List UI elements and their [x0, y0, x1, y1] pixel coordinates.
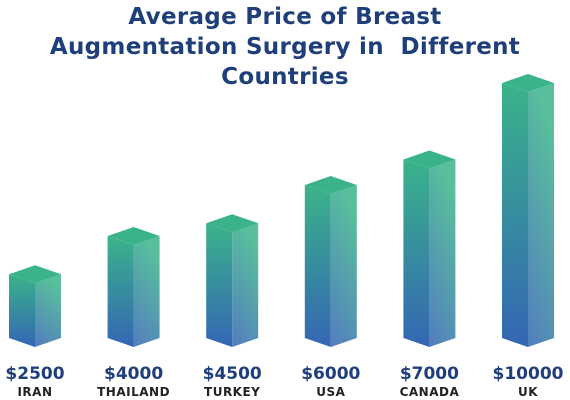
bar-top-face: [9, 265, 61, 284]
bar-right-face: [232, 223, 259, 347]
value-label: $7000: [400, 364, 459, 384]
bar-top-face: [403, 150, 456, 169]
value-label: $4500: [203, 364, 262, 384]
bar-left-face: [206, 223, 233, 347]
bar-right-face: [528, 83, 554, 347]
chart-title: Average Price of Breast Augmentation Sur…: [49, 4, 529, 90]
bar-left-face: [9, 274, 35, 347]
bar-top-face: [502, 74, 554, 92]
bar-right-face: [330, 185, 357, 347]
bar-left-face: [502, 83, 528, 347]
bar-left-face: [403, 159, 430, 347]
bar: [107, 227, 160, 347]
bar-left-face: [107, 236, 134, 347]
bar-top-face: [304, 176, 357, 194]
bar-right-face: [133, 236, 160, 347]
x-tick-label: UK: [518, 385, 538, 399]
x-tick-label: TURKEY: [204, 385, 260, 399]
x-tick-label: CANADA: [400, 385, 460, 399]
bar-right-face: [429, 159, 456, 347]
bar: [304, 176, 357, 347]
value-label: $6000: [301, 364, 360, 384]
value-label: $10000: [493, 364, 564, 384]
x-tick-label: IRAN: [17, 385, 52, 399]
bar-top-face: [206, 214, 259, 233]
bar: [502, 74, 554, 347]
bar-top-face: [107, 227, 160, 245]
x-tick-label: USA: [316, 385, 345, 399]
bar-left-face: [304, 185, 331, 347]
x-tick-label: THAILAND: [97, 385, 170, 399]
bar: [403, 150, 456, 347]
bar: [9, 265, 61, 347]
value-label: $2500: [5, 364, 64, 384]
bar: [206, 214, 259, 347]
value-label: $4000: [104, 364, 163, 384]
bar-right-face: [35, 274, 61, 347]
